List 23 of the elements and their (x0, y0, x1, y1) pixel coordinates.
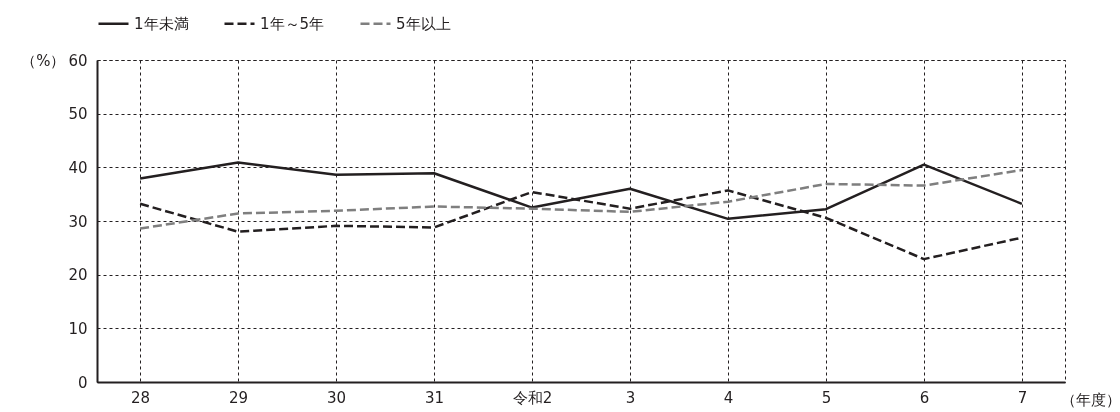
y-tick-label: 30 (68, 212, 88, 231)
y-tick-label: 10 (68, 319, 88, 338)
y-tick-label: 40 (68, 158, 88, 177)
x-tick-label: 29 (229, 388, 249, 407)
legend-label: 5年以上 (396, 14, 451, 33)
line-series (138, 168, 1024, 230)
y-tick-label: 0 (77, 373, 88, 392)
x-tick-label: 6 (919, 388, 930, 407)
x-tick-label: 30 (327, 388, 347, 407)
y-tick-label: 50 (68, 105, 88, 124)
x-axis-title: （年度） (1060, 390, 1120, 409)
x-tick-label: 31 (424, 388, 445, 407)
legend-label: 1年未満 (134, 14, 189, 33)
x-tick-label: 4 (723, 388, 734, 407)
x-tick-label: 7 (1017, 388, 1028, 407)
y-axis-title: （%） (21, 51, 66, 70)
y-tick-label: 60 (68, 51, 88, 70)
legend-label: 1年～5年 (260, 14, 325, 33)
x-tick-label: 令和2 (512, 388, 553, 407)
x-tick-label: 5 (821, 388, 832, 407)
x-tick-label: 3 (625, 388, 636, 407)
y-tick-label: 20 (68, 266, 88, 285)
x-tick-label: 28 (131, 388, 151, 407)
